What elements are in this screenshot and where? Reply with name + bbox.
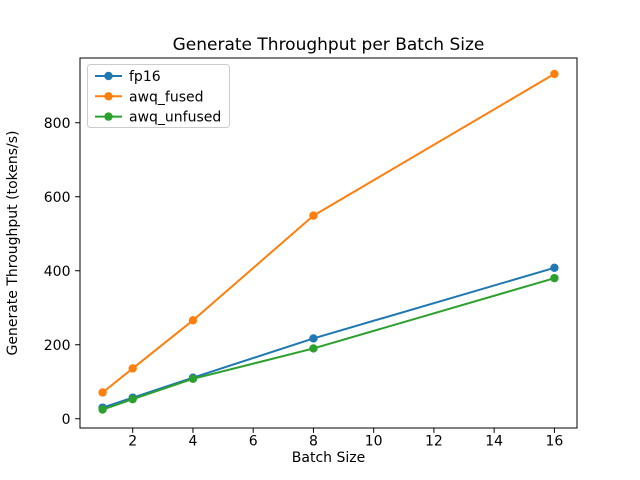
y-tick-label-0: 0 [62,412,71,428]
x-tick-label-6: 6 [249,434,258,450]
x-tick-label-14: 14 [485,434,503,450]
series-marker-awq_unfused-2 [128,394,137,404]
y-axis-label: Generate Throughput (tokens/s) [5,131,21,356]
legend-entry-fp16: fp16 [95,69,161,85]
x-axis-label: Batch Size [292,450,365,466]
legend-layer: fp16 awq_fused awq_unfused [87,64,230,128]
chart-title: Generate Throughput per Batch Size [173,35,485,55]
legend-label-awq_unfused: awq_unfused [129,110,221,126]
x-tick-label-10: 10 [365,434,383,450]
series-marker-awq_fused-4 [188,316,198,325]
x-tick-label-2: 2 [128,434,137,450]
legend-entry-awq_fused: awq_fused [95,89,204,105]
y-tick-label-200: 200 [44,338,71,354]
series-marker-awq_unfused-1 [98,405,107,414]
series-marker-awq_unfused-8 [309,344,318,353]
series-layer [98,69,559,414]
series-marker-awq_fused-1 [98,388,107,397]
y-tick-label-600: 600 [44,190,71,206]
x-tick-label-8: 8 [309,434,318,450]
series-marker-awq_fused-8 [309,211,318,220]
x-tick-label-4: 4 [188,434,197,450]
series-marker-awq_fused-16 [550,69,559,79]
y-tick-label-400: 400 [44,264,71,280]
series-marker-awq_fused-2 [128,364,137,373]
legend-marker-awq_fused [104,92,113,101]
legend-box [87,64,230,128]
series-marker-awq_unfused-16 [550,273,559,283]
series-marker-awq_unfused-4 [188,374,198,383]
legend-marker-awq_unfused [104,112,113,121]
series-marker-fp16-8 [309,334,318,343]
legend-label-awq_fused: awq_fused [129,89,204,105]
series-marker-fp16-16 [550,263,559,272]
legend-marker-fp16 [104,71,113,81]
y-tick-label-800: 800 [44,116,71,132]
tick-layer: 2 4 6 8 10 12 14 16 0 200 400 600 800 [44,116,564,450]
legend-entry-awq_unfused: awq_unfused [95,110,221,126]
legend-label-fp16: fp16 [129,69,161,85]
x-tick-label-16: 16 [545,434,563,450]
x-tick-label-12: 12 [425,434,443,450]
